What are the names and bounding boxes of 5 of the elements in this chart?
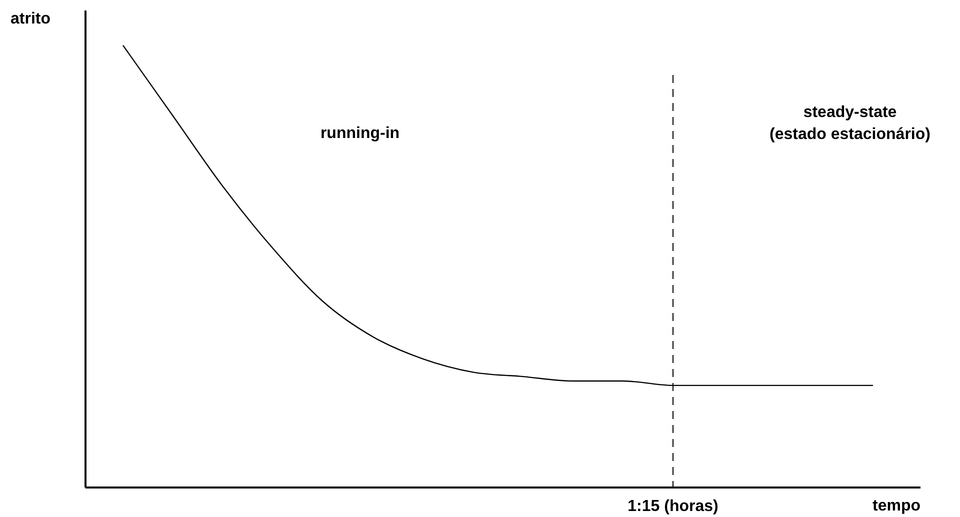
y-axis-title: atrito: [10, 10, 51, 28]
text: 1:15 (horas): [628, 498, 718, 515]
x-axis-title: tempo: [872, 498, 921, 514]
annotation: running-in: [320, 125, 400, 142]
annotation: steady-state (estado estacionário): [770, 104, 930, 143]
